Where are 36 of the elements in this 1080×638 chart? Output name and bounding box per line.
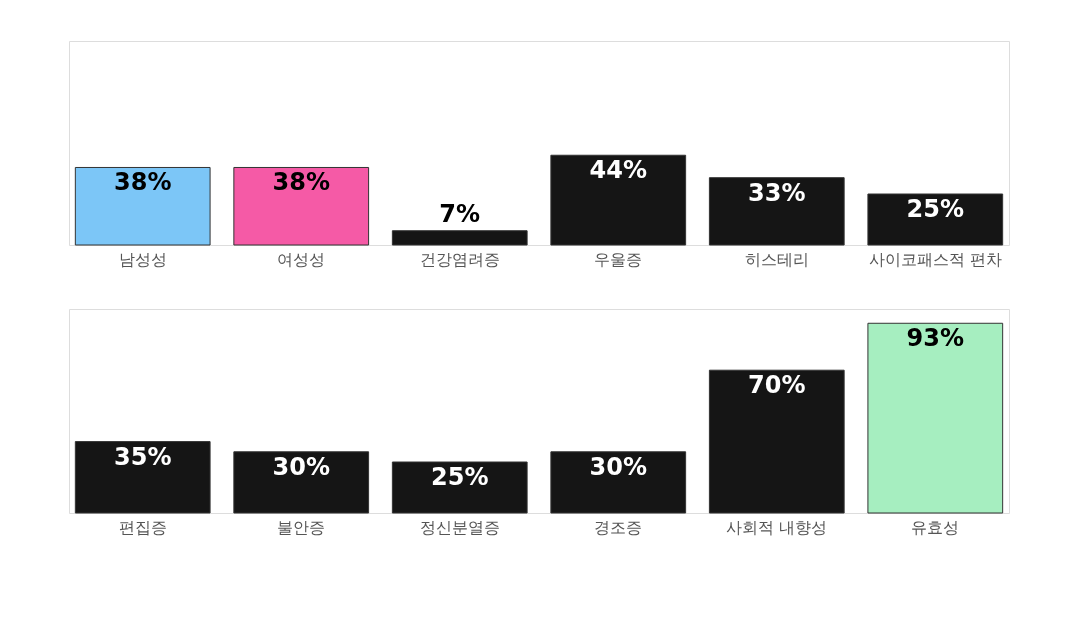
x-tick-label: 편집증 [118, 517, 167, 537]
bar [391, 461, 528, 514]
data-label: 38% [272, 168, 330, 197]
bar [233, 166, 370, 246]
bar [74, 441, 211, 514]
data-label: 25% [906, 195, 965, 223]
data-label: 33% [748, 178, 806, 207]
data-label: 70% [748, 371, 806, 400]
bar [233, 451, 370, 514]
x-tick-label: 정신분열증 [419, 517, 500, 537]
x-tick-label: 건강염려증 [419, 249, 500, 269]
x-tick-label: 유효성 [911, 517, 960, 537]
x-tick-label: 히스테리 [744, 249, 809, 269]
data-label: 25% [431, 463, 489, 491]
bar [708, 369, 845, 514]
x-tick-label: 여성성 [277, 249, 326, 269]
x-tick-label: 남성성 [118, 249, 167, 269]
data-label: 35% [113, 442, 172, 471]
data-label: 93% [906, 324, 965, 353]
data-label: 38% [113, 168, 172, 197]
data-label: 7% [439, 199, 481, 228]
bar [867, 322, 1004, 514]
x-tick-label: 사회적 내향성 [726, 517, 828, 537]
bar [391, 230, 528, 246]
x-tick-label: 경조증 [594, 517, 643, 537]
bar [867, 193, 1004, 246]
data-label: 30% [272, 452, 330, 481]
bar [74, 166, 211, 246]
x-tick-label: 우울증 [594, 249, 643, 269]
x-tick-label: 사이코패스적 편차 [868, 249, 1002, 269]
bar [708, 177, 845, 246]
x-tick-label: 불안증 [277, 517, 326, 537]
bar [550, 451, 687, 514]
data-label: 44% [589, 156, 647, 185]
data-label: 30% [589, 452, 647, 481]
bar [550, 154, 687, 246]
